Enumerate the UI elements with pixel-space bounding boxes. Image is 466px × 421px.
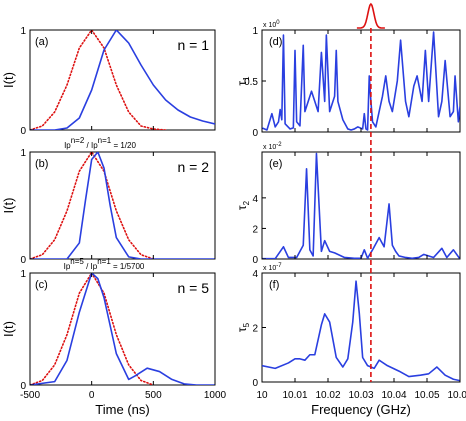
- panel-label: (a): [35, 36, 48, 48]
- plot-area-R1: [262, 152, 460, 259]
- x-tick-label: 1000: [204, 390, 227, 401]
- axis-exponent: x 10-2: [263, 142, 282, 151]
- y-tick-label: 0: [252, 128, 258, 139]
- axis-exponent: x 10-7: [263, 263, 282, 272]
- reference-pulse-line-L1: [30, 152, 155, 259]
- y-tick-label: 1: [20, 269, 26, 280]
- plot-area-L0: [30, 30, 215, 130]
- y-tick-label: 0: [20, 126, 26, 137]
- y-axis-label: I(t): [1, 321, 16, 337]
- y-tick-label: 0: [20, 381, 26, 392]
- panel-label: (d): [269, 36, 282, 48]
- n-label: n = 1: [177, 37, 209, 53]
- plot-area-R0: [262, 31, 460, 131]
- plot-area-R2: [262, 280, 460, 382]
- reference-pulse-line-L0: [30, 30, 167, 130]
- plot-area-L2: [30, 273, 215, 385]
- panel-frame-left-0: [29, 29, 216, 131]
- reference-pulse-line-L2: [30, 273, 155, 385]
- panel-frame-left-2: [29, 272, 216, 386]
- y-tick-label: 1: [20, 148, 26, 159]
- x-tick-label: 10: [256, 390, 268, 401]
- x-axis-title-right: Frequency (GHz): [311, 402, 411, 417]
- output-pulse-line-R1: [262, 152, 460, 259]
- panel-label: (f): [269, 279, 279, 291]
- y-axis-label: I(t): [1, 198, 16, 214]
- x-tick-label: 10.03: [348, 390, 373, 401]
- plot-area-L1: [30, 152, 215, 259]
- x-tick-label: 10.01: [282, 390, 307, 401]
- y-tick-label: 0.5: [244, 77, 258, 88]
- y-tick-label: 1: [20, 26, 26, 37]
- y-axis-label: τ1: [235, 76, 251, 86]
- output-pulse-line-L2: [30, 273, 215, 385]
- x-tick-label: 10.04: [381, 390, 406, 401]
- y-axis-label: I(t): [1, 72, 16, 88]
- panel-label: (b): [35, 158, 48, 170]
- output-pulse-line-R2: [262, 280, 460, 382]
- x-tick-label: 10.02: [315, 390, 340, 401]
- y-tick-label: 4: [252, 194, 258, 205]
- y-tick-label: 0: [252, 378, 258, 389]
- axis-exponent: x 100: [263, 20, 280, 29]
- x-tick-label: 10.06: [447, 390, 466, 401]
- y-tick-label: 0: [252, 255, 258, 266]
- output-pulse-line-R0: [262, 31, 460, 131]
- y-tick-label: 2: [252, 224, 258, 235]
- x-axis-title-left: Time (ns): [95, 402, 149, 417]
- y-axis-label: τ5: [235, 322, 251, 332]
- x-tick-label: -500: [20, 390, 40, 401]
- n-label: n = 2: [177, 159, 209, 175]
- panel-label: (e): [269, 158, 282, 170]
- output-pulse-line-L1: [30, 152, 215, 259]
- x-tick-label: 0: [89, 390, 95, 401]
- input-spectrum-bump: [356, 2, 385, 29]
- y-tick-label: 4: [252, 269, 258, 280]
- x-tick-label: 500: [145, 390, 162, 401]
- panel-frame-right-1: [261, 151, 461, 260]
- y-axis-label: τ2: [235, 200, 251, 210]
- panel-frame-left-1: [29, 151, 216, 260]
- output-pulse-line-L0: [30, 30, 215, 130]
- ratio-annotation-c: Ipn=5 / Ipn=1 = 1/5700: [64, 257, 145, 271]
- x-tick-label: 10.05: [414, 390, 439, 401]
- y-tick-label: 1: [252, 26, 258, 37]
- y-tick-label: 0: [20, 255, 26, 266]
- panel-label: (c): [35, 279, 48, 291]
- n-label: n = 5: [177, 280, 209, 296]
- y-tick-label: 2: [252, 324, 258, 335]
- ratio-annotation-b: Ipn=2 / Ipn=1 = 1/20: [64, 136, 136, 150]
